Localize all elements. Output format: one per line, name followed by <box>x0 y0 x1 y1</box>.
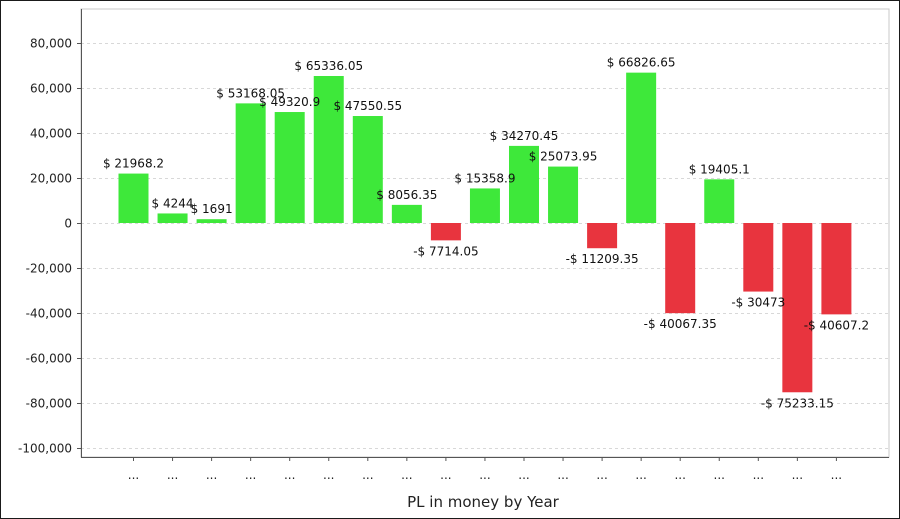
data-label: -$ 11209.35 <box>566 252 639 266</box>
y-tick-label: -100,000 <box>18 442 72 456</box>
x-tick-label: ... <box>635 468 646 482</box>
data-label: $ 8056.35 <box>376 188 437 202</box>
y-tick-label: -60,000 <box>26 352 72 366</box>
x-tick-label: ... <box>362 468 373 482</box>
data-label: $ 25073.95 <box>529 150 598 164</box>
x-tick-label: ... <box>674 468 685 482</box>
data-label: $ 34270.45 <box>490 129 559 143</box>
x-tick-label: ... <box>518 468 529 482</box>
bar <box>743 223 774 292</box>
bar <box>391 204 422 223</box>
data-label: $ 66826.65 <box>607 56 676 70</box>
x-tick-label: ... <box>323 468 334 482</box>
data-label: $ 65336.05 <box>294 59 363 73</box>
bar <box>313 75 344 223</box>
bar <box>196 219 227 223</box>
data-label: $ 19405.1 <box>689 162 750 176</box>
x-tick-label: ... <box>753 468 764 482</box>
data-label: $ 4244 <box>152 196 194 210</box>
axes: 80,000 60,000 40,000 20,000 0 -20,000 -40,000 -… <box>18 9 889 482</box>
x-tick-label: ... <box>167 468 178 482</box>
bar <box>157 213 188 223</box>
y-tick-label: 60,000 <box>30 82 72 96</box>
y-tick-label: 20,000 <box>30 172 72 186</box>
bar <box>235 103 266 223</box>
x-tick-label: ... <box>245 468 256 482</box>
x-tick-label: ... <box>831 468 842 482</box>
bar <box>821 223 852 315</box>
bar <box>665 223 696 314</box>
data-label: -$ 40607.2 <box>804 318 869 332</box>
bar <box>430 223 461 241</box>
data-label: -$ 7714.05 <box>413 244 478 258</box>
bar <box>469 188 500 223</box>
x-tick-label: ... <box>440 468 451 482</box>
bar <box>118 173 149 223</box>
x-tick-label: ... <box>792 468 803 482</box>
x-tick-label: ... <box>401 468 412 482</box>
bar <box>704 179 735 223</box>
y-tick-label: 0 <box>64 217 72 231</box>
bar <box>782 223 813 393</box>
data-label: $ 47550.55 <box>333 99 402 113</box>
x-tick-label: ... <box>557 468 568 482</box>
y-tick-label: 40,000 <box>30 127 72 141</box>
data-labels: $ 21968.2 $ 4244$ 1691 $ 53168.05$ 49320.9… <box>103 56 869 411</box>
y-tick-label: -20,000 <box>26 262 72 276</box>
y-tick-label: -40,000 <box>26 307 72 321</box>
bar <box>587 223 618 249</box>
data-label: $ 53168.05 <box>216 86 285 100</box>
x-tick-label: ... <box>128 468 139 482</box>
x-tick-label: ... <box>596 468 607 482</box>
x-tick-label: ... <box>206 468 217 482</box>
data-label: $ 21968.2 <box>103 157 164 171</box>
x-tick-label: ... <box>714 468 725 482</box>
bars <box>118 72 852 393</box>
y-tick-label: -80,000 <box>26 397 72 411</box>
bar <box>548 166 579 223</box>
data-label: -$ 40067.35 <box>644 317 717 331</box>
x-axis-title: PL in money by Year <box>407 493 560 511</box>
bar <box>509 145 539 223</box>
data-label: -$ 75233.15 <box>761 396 834 410</box>
x-tick-label: ... <box>479 468 490 482</box>
y-tick-label: 80,000 <box>30 37 72 51</box>
bar <box>274 112 305 223</box>
data-label: $ 1691 <box>191 202 233 216</box>
data-label: $ 49320.9 <box>259 95 320 109</box>
x-tick-label: ... <box>284 468 295 482</box>
bar <box>352 116 383 223</box>
data-label: -$ 30473 <box>731 296 785 310</box>
bar <box>626 72 657 223</box>
data-label: $ 15358.9 <box>454 171 515 185</box>
